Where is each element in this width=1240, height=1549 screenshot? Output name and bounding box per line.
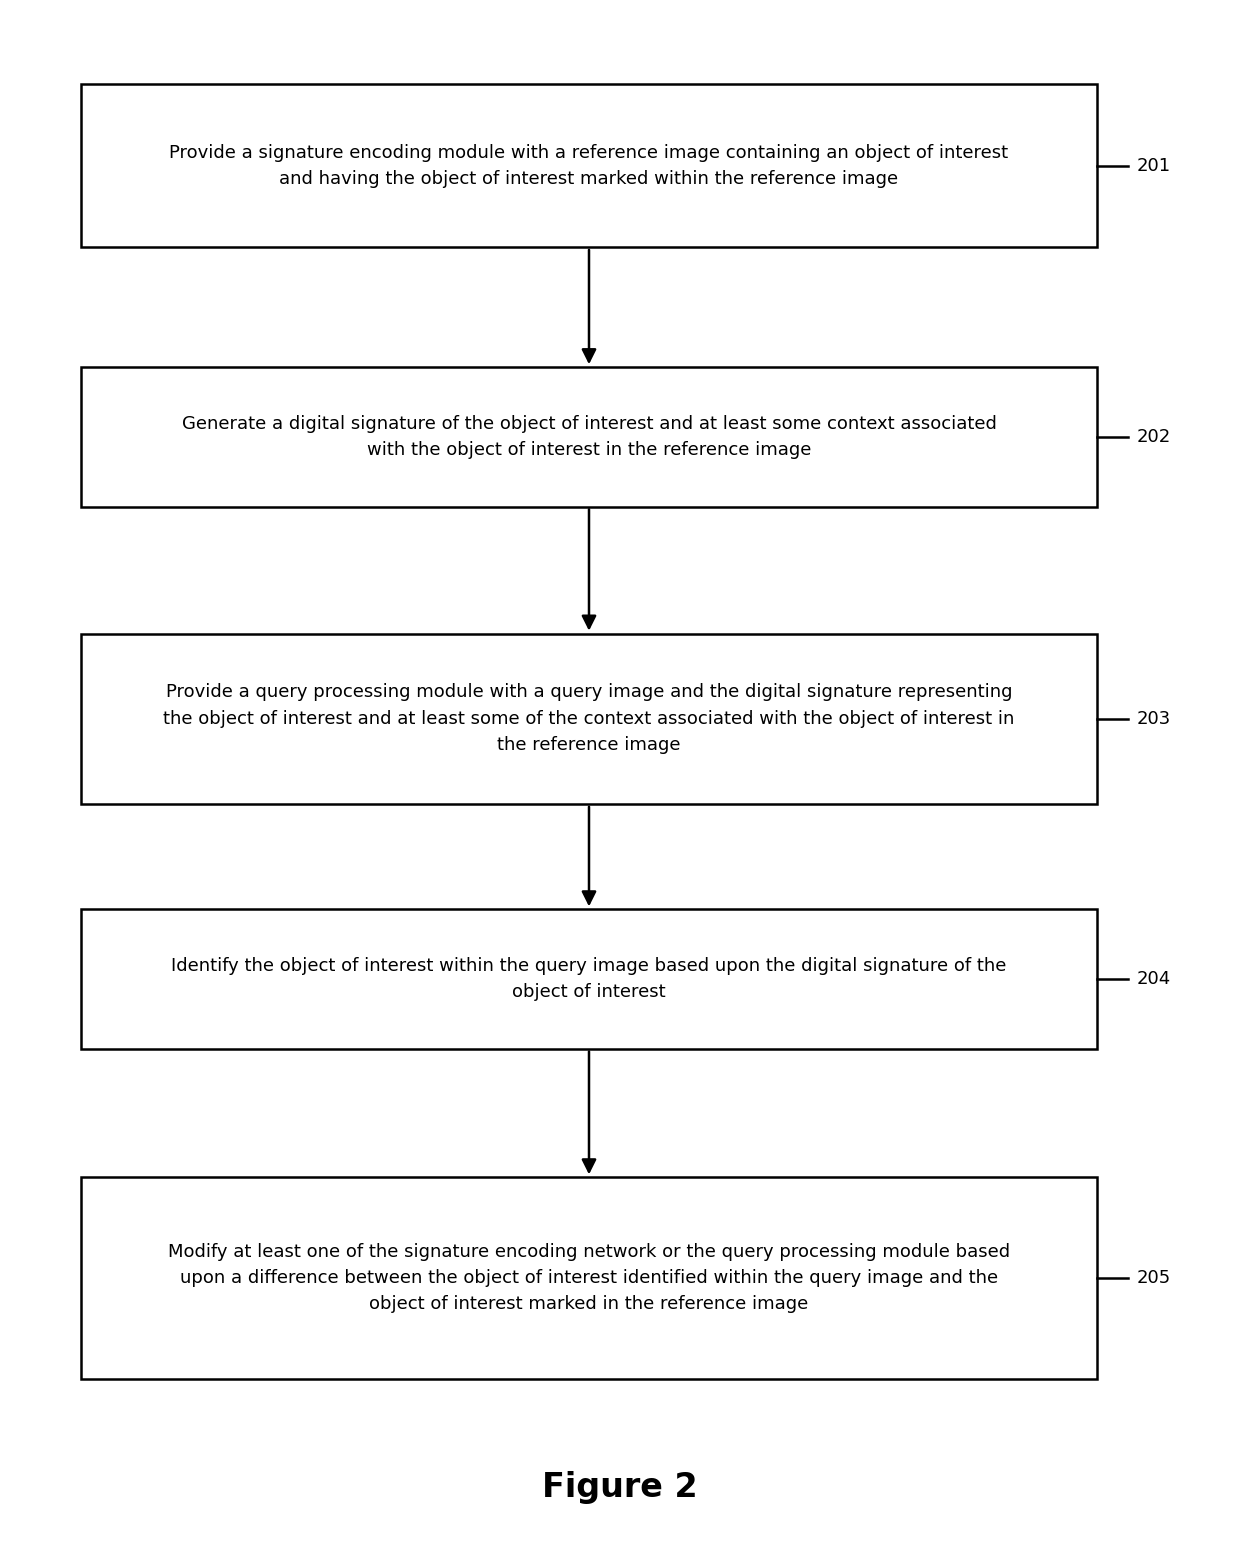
- Text: 201: 201: [1137, 156, 1172, 175]
- Text: Provide a query processing module with a query image and the digital signature r: Provide a query processing module with a…: [164, 683, 1014, 754]
- Text: Provide a signature encoding module with a reference image containing an object : Provide a signature encoding module with…: [170, 144, 1008, 187]
- FancyBboxPatch shape: [81, 1177, 1097, 1379]
- FancyBboxPatch shape: [81, 84, 1097, 246]
- Text: 204: 204: [1137, 970, 1172, 988]
- FancyBboxPatch shape: [81, 909, 1097, 1049]
- Text: Generate a digital signature of the object of interest and at least some context: Generate a digital signature of the obje…: [181, 415, 997, 459]
- Text: 202: 202: [1137, 428, 1172, 446]
- FancyBboxPatch shape: [81, 367, 1097, 507]
- Text: Figure 2: Figure 2: [542, 1470, 698, 1504]
- Text: 205: 205: [1137, 1269, 1172, 1287]
- Text: Identify the object of interest within the query image based upon the digital si: Identify the object of interest within t…: [171, 957, 1007, 1001]
- FancyBboxPatch shape: [81, 634, 1097, 804]
- Text: Modify at least one of the signature encoding network or the query processing mo: Modify at least one of the signature enc…: [167, 1242, 1011, 1314]
- Text: 203: 203: [1137, 709, 1172, 728]
